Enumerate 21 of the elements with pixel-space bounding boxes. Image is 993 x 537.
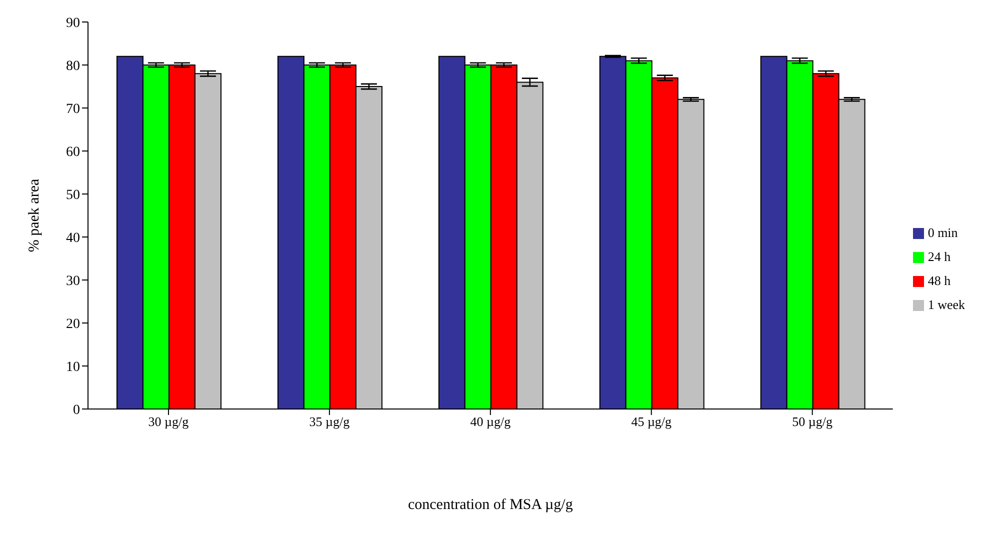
y-tick-label: 50 <box>66 188 80 203</box>
x-tick-label: 50 µg/g <box>792 414 834 430</box>
x-axis-title: concentration of MSA µg/g <box>408 497 574 513</box>
legend-label: 48 h <box>928 272 951 288</box>
y-tick-label: 90 <box>66 16 80 31</box>
y-tick-label: 30 <box>66 274 80 289</box>
y-tick-label: 40 <box>66 230 80 246</box>
y-tick-label: 80 <box>66 58 80 74</box>
x-tick-label: 40 µg/g <box>470 414 512 430</box>
y-tick-label: 60 <box>66 144 80 160</box>
y-tick-label: 20 <box>66 316 80 332</box>
legend-label: 1 week <box>928 296 965 312</box>
y-tick-label: 10 <box>66 360 80 375</box>
legend-label: 24 h <box>928 248 951 264</box>
y-tick-label: 70 <box>66 102 80 117</box>
x-tick-label: 35 µg/g <box>309 414 350 430</box>
y-tick-label: 0 <box>73 402 80 418</box>
x-tick-label: 45 µg/g <box>631 414 672 430</box>
x-tick-label: 30 µg/g <box>148 414 190 430</box>
y-axis-title: % paek area <box>26 178 42 252</box>
legend-label: 0 min <box>928 224 958 240</box>
